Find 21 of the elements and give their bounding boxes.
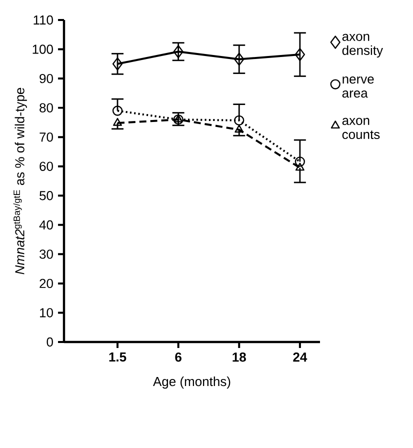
y-axis-title: Nmnat2$^{gtBay/gtE}$ as % of wild-type bbox=[13, 88, 27, 274]
legend-label: axon counts bbox=[342, 118, 380, 140]
y-tick-label: 70 bbox=[40, 132, 53, 142]
y-tick-label: 80 bbox=[40, 103, 53, 112]
y-tick-label: 90 bbox=[40, 74, 53, 84]
legend-label: axon density bbox=[342, 34, 383, 58]
y-tick-label: 20 bbox=[40, 278, 53, 288]
x-tick-label: 6 bbox=[175, 352, 182, 362]
y-tick-label: 110 bbox=[34, 15, 53, 25]
x-tick-label: 18 bbox=[232, 352, 246, 362]
y-tick-label: 10 bbox=[40, 308, 53, 318]
y-tick-label: 50 bbox=[40, 191, 53, 200]
y-tick-label: 30 bbox=[40, 250, 53, 259]
y-tick-label: 100 bbox=[32, 44, 53, 54]
y-tick-label: 40 bbox=[39, 220, 53, 230]
y-tick-label: 60 bbox=[40, 162, 53, 171]
legend-label: nerve area bbox=[342, 76, 374, 98]
x-tick-label: 1.5 bbox=[109, 352, 126, 362]
y-tick-label: 0 bbox=[46, 337, 53, 347]
x-tick-label: 24 bbox=[293, 352, 308, 362]
x-axis-title: Age (months) bbox=[153, 376, 230, 389]
